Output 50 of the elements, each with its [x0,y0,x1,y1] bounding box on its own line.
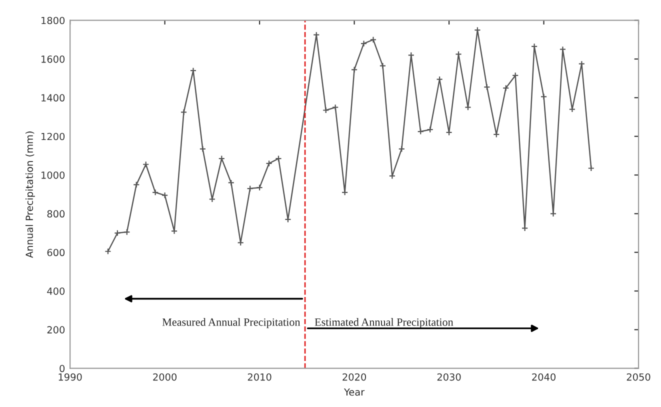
point [426,126,434,133]
y-tick-label: 800 [47,210,65,218]
point [152,189,159,196]
point [360,40,368,47]
y-tick-label: 1200 [42,132,65,140]
y-tick-label: 1400 [42,94,65,102]
y-tick-label: 1800 [42,16,65,24]
point [379,62,386,70]
annotation: Measured Annual Precipitation [162,318,300,328]
y-tick-label: 200 [47,326,65,334]
point [256,184,263,191]
point [124,228,130,236]
point [522,224,528,232]
point [228,179,234,186]
y-tick-label: 1000 [42,171,65,179]
point [332,104,339,111]
point [322,106,330,114]
point [370,36,377,44]
y-axis-title: Annual Precipitation (mm) [25,132,35,258]
point [246,185,254,192]
y-tick-label: 1600 [42,55,65,63]
x-tick-label: 2010 [248,373,272,381]
point [530,43,538,50]
point [512,72,519,79]
x-tick-label: 2020 [342,373,366,381]
point [180,108,188,116]
point [484,84,490,90]
y-tick-label: 0 [60,364,65,372]
x-tick-label: 2000 [153,373,177,381]
point [417,128,424,135]
annotation: Estimated Annual Precipitation [314,318,454,328]
point [275,155,282,162]
point [266,160,272,167]
x-tick-label: 1990 [58,373,82,381]
point [133,181,140,188]
point [350,66,358,73]
point [199,146,206,152]
x-tick-label: 2030 [437,373,461,381]
point [142,161,150,168]
point [502,84,510,92]
point [218,155,225,162]
point [540,93,548,100]
point [398,146,405,152]
x-axis-title: Year [344,388,365,396]
y-tick-label: 400 [47,287,65,295]
x-tick-label: 2040 [532,373,556,381]
point [161,192,168,199]
x-tick-label: 2050 [626,373,650,381]
point [114,230,121,236]
y-tick-label: 600 [47,248,65,256]
